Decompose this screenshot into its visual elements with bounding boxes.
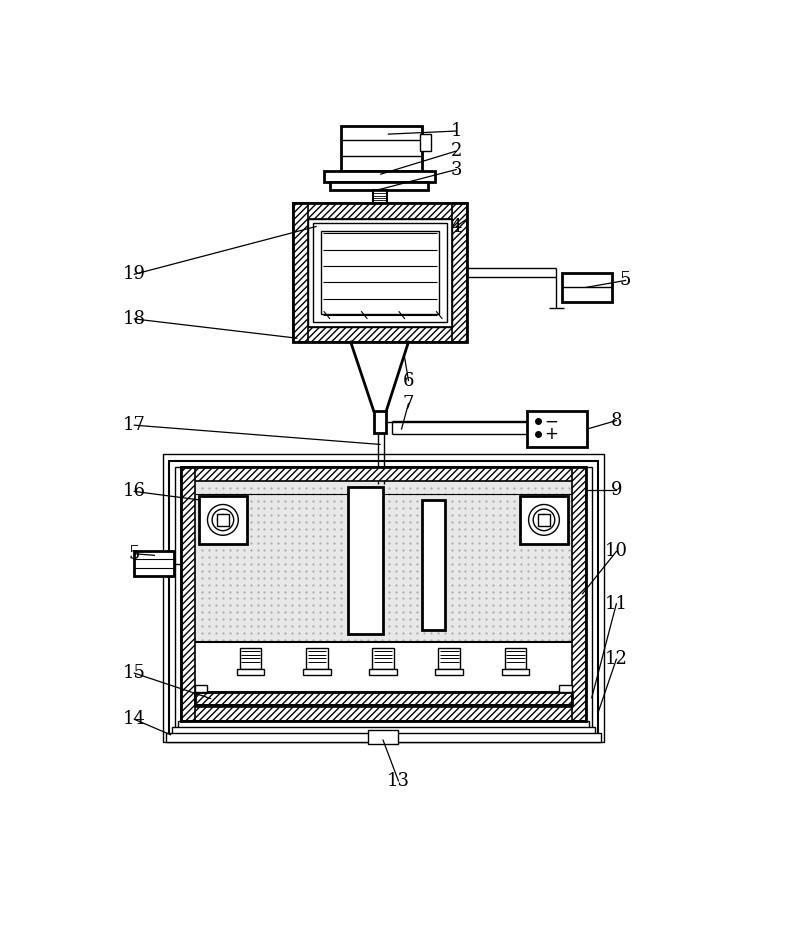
Bar — [313, 223, 447, 322]
Bar — [195, 480, 572, 642]
Polygon shape — [350, 342, 409, 412]
Text: 12: 12 — [605, 650, 628, 668]
Bar — [217, 514, 229, 526]
Bar — [369, 670, 397, 675]
Bar — [341, 127, 422, 171]
Bar — [438, 648, 460, 670]
Bar — [349, 487, 383, 634]
Bar — [559, 686, 572, 691]
Bar — [520, 496, 568, 544]
Bar — [368, 730, 398, 744]
Bar — [538, 514, 550, 526]
Text: 15: 15 — [123, 664, 146, 682]
Bar — [293, 204, 467, 219]
Bar — [562, 273, 612, 302]
Bar — [293, 204, 308, 342]
Text: 9: 9 — [610, 481, 622, 499]
Bar — [182, 467, 586, 480]
Bar — [175, 467, 592, 734]
Text: 8: 8 — [610, 412, 622, 430]
Bar — [199, 496, 246, 544]
Bar — [451, 204, 467, 342]
Bar — [422, 500, 445, 630]
Bar — [310, 220, 450, 325]
Text: 7: 7 — [402, 395, 414, 413]
Bar — [372, 648, 394, 670]
Text: 17: 17 — [123, 416, 146, 434]
Bar — [169, 461, 598, 738]
Bar — [308, 219, 451, 326]
Bar — [166, 734, 601, 742]
Bar — [237, 670, 265, 675]
Bar — [240, 648, 262, 670]
Bar — [134, 552, 174, 576]
Bar — [505, 648, 526, 670]
Bar — [330, 182, 429, 189]
Bar — [435, 670, 463, 675]
Bar — [321, 231, 439, 314]
Text: 3: 3 — [450, 160, 462, 178]
Text: 4: 4 — [450, 218, 462, 235]
Text: 16: 16 — [123, 482, 146, 500]
Bar — [182, 467, 195, 721]
Bar — [293, 204, 467, 342]
Bar — [182, 467, 586, 721]
Text: 5: 5 — [129, 545, 140, 563]
Text: 14: 14 — [123, 710, 146, 728]
Bar — [293, 326, 467, 342]
Text: 18: 18 — [123, 310, 146, 328]
Bar — [195, 686, 207, 691]
Bar — [572, 467, 586, 721]
Bar — [195, 691, 572, 705]
Text: 5: 5 — [620, 271, 631, 290]
Text: +: + — [544, 426, 558, 444]
Text: 10: 10 — [605, 542, 628, 561]
Bar — [374, 412, 386, 432]
Text: 13: 13 — [387, 772, 410, 790]
Bar — [163, 454, 604, 742]
Bar — [195, 691, 572, 705]
Bar — [324, 171, 435, 182]
Bar — [527, 412, 587, 446]
Bar — [306, 648, 328, 670]
Text: −: − — [544, 413, 558, 431]
Bar — [182, 707, 586, 721]
Bar — [172, 727, 594, 736]
Bar — [373, 189, 387, 204]
Bar — [420, 134, 430, 151]
Text: 6: 6 — [402, 371, 414, 389]
Text: 19: 19 — [123, 265, 146, 283]
Text: 11: 11 — [605, 595, 628, 613]
Text: 1: 1 — [450, 122, 462, 140]
Text: 2: 2 — [450, 142, 462, 160]
Bar — [502, 670, 530, 675]
Bar — [303, 670, 330, 675]
Bar — [178, 721, 589, 730]
